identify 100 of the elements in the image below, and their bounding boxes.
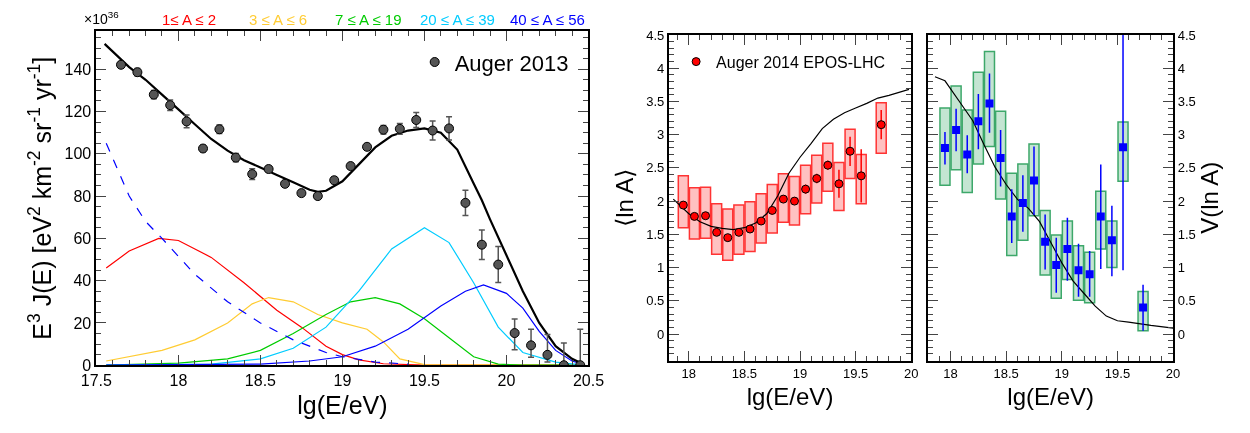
y-tick-label: 0: [657, 326, 665, 342]
point: [678, 200, 688, 210]
x-tick-label: 18.5: [993, 366, 1019, 382]
point: [823, 160, 833, 170]
x-tick-label: 20: [497, 372, 516, 390]
y-tick-label: 0: [1177, 326, 1185, 342]
x-axis-title: lg(E/eV): [1007, 383, 1095, 411]
point: [1085, 270, 1094, 279]
point: [812, 174, 822, 183]
text: 1≤ A ≤ 2: [162, 11, 217, 28]
text: 7 ≤ A ≤ 19: [335, 11, 402, 28]
point: [845, 146, 855, 156]
point: [1007, 212, 1016, 221]
y-tick-label: 20: [73, 314, 92, 332]
y-axis-title: ⟨ln A⟩: [610, 168, 638, 227]
x-tick-label: 20.5: [572, 372, 605, 390]
x-tick-label: 19.5: [408, 372, 441, 390]
point: [756, 216, 766, 226]
x-tick-label: 19.5: [842, 366, 869, 382]
point: [723, 233, 733, 243]
y-tick-label: 3: [657, 127, 665, 143]
x-tick-label: 19: [792, 366, 808, 382]
point: [526, 340, 537, 351]
point: [963, 150, 972, 159]
y-tick-label: 1.5: [1177, 226, 1196, 242]
y-tick-label: 0.5: [646, 293, 665, 309]
x-tick-label: 17.5: [80, 372, 113, 390]
y-tick-label: 4.5: [1177, 27, 1196, 43]
point: [1096, 212, 1105, 221]
y-axis-title: V(ln A): [1195, 161, 1223, 234]
x-tick-label: 18: [169, 372, 188, 390]
point: [460, 197, 471, 208]
point: [542, 349, 553, 360]
point: [1041, 237, 1050, 246]
y-tick-label: 3.5: [646, 93, 665, 109]
x-tick-label: 19: [1054, 366, 1070, 382]
y-tick-label: 140: [64, 60, 92, 78]
y-tick-label: 2.5: [646, 160, 665, 176]
point: [1063, 244, 1072, 253]
point: [712, 227, 722, 237]
point: [444, 123, 455, 134]
y-tick-label: 4: [1177, 60, 1185, 76]
point: [411, 114, 422, 125]
y-tick-label: 4.5: [646, 27, 665, 43]
x-tick-label: 19.5: [1104, 366, 1131, 382]
y-tick-label: 0: [82, 356, 92, 374]
point: [789, 196, 799, 206]
y-tick-label: 1.5: [646, 226, 665, 242]
point: [701, 211, 711, 221]
y-tick-label: 60: [73, 229, 92, 247]
y-tick-label: 100: [64, 145, 92, 163]
text: 20 ≤ A ≤ 39: [420, 11, 495, 28]
text: 3 ≤ A ≤ 6: [249, 11, 308, 28]
legend-label: Auger 2013: [454, 50, 569, 76]
point: [1018, 199, 1027, 208]
point: [1107, 236, 1116, 245]
point: [1052, 260, 1061, 269]
x-tick-label: 18.5: [244, 372, 277, 390]
point: [734, 227, 744, 237]
point: [985, 99, 994, 108]
y-tick-label: 1: [657, 260, 665, 276]
point: [1119, 143, 1128, 152]
point: [876, 120, 886, 130]
point: [509, 328, 520, 339]
point: [476, 239, 487, 250]
y-tick-label: 4: [657, 60, 665, 76]
y-tick-label: 1: [1177, 260, 1185, 276]
x-axis-title: lg(E/eV): [746, 383, 834, 411]
x-tick-label: 18: [681, 366, 697, 382]
point: [427, 125, 438, 136]
point: [1139, 303, 1148, 312]
x-tick-label: 20: [903, 366, 919, 382]
y-tick-label: 40: [73, 272, 92, 290]
point: [493, 259, 504, 270]
y-tick-label: 3.5: [1177, 93, 1196, 109]
legend-label: Auger 2014 EPOS-LHC: [716, 53, 886, 71]
y-tick-label: 120: [64, 103, 92, 121]
point: [952, 125, 961, 134]
point: [856, 171, 866, 181]
y-tick-label: 3: [1177, 127, 1185, 143]
point: [974, 117, 983, 126]
point: [801, 184, 811, 194]
point: [940, 143, 949, 152]
y-tick-label: 2: [657, 193, 665, 209]
text: 40 ≤ A ≤ 56: [510, 11, 585, 28]
point: [1030, 176, 1038, 185]
x-tick-label: 19: [333, 372, 352, 390]
x-axis-title: lg(E/eV): [297, 390, 388, 419]
point: [996, 153, 1005, 162]
y-tick-label: 0.5: [1177, 293, 1196, 309]
point: [745, 224, 755, 234]
y-tick-label: 80: [73, 187, 92, 205]
x-tick-label: 18.5: [731, 366, 758, 382]
point: [767, 205, 777, 215]
y-tick-label: 2: [1177, 193, 1185, 209]
point: [689, 211, 699, 221]
point: [834, 179, 844, 189]
point: [1074, 266, 1083, 275]
point: [778, 194, 788, 204]
x-tick-label: 18: [943, 366, 958, 382]
